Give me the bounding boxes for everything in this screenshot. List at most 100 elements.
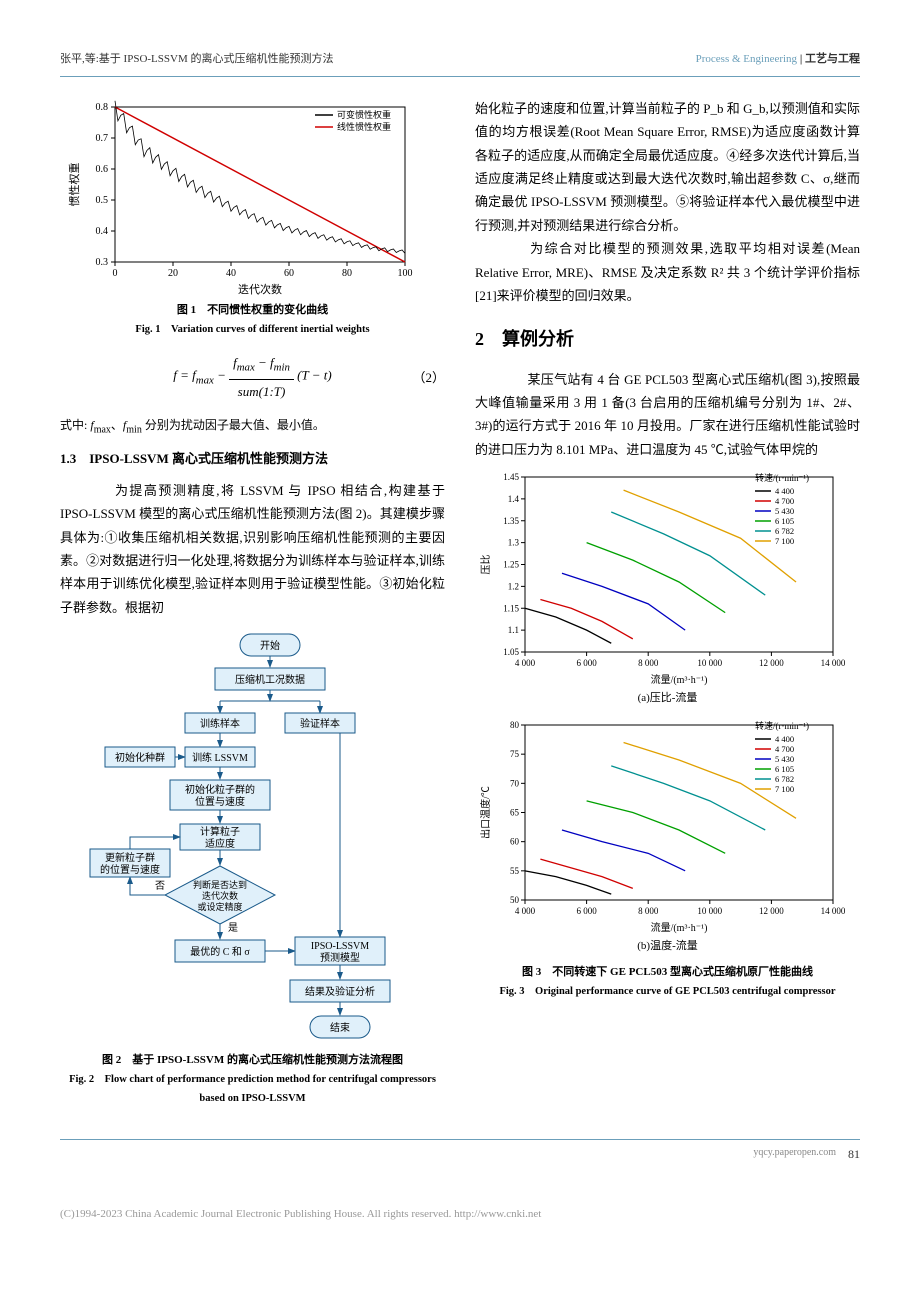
- svg-text:0.8: 0.8: [96, 102, 109, 113]
- svg-text:开始: 开始: [260, 639, 280, 652]
- svg-text:12 000: 12 000: [759, 906, 784, 916]
- footer-url: yqcy.paperopen.com: [753, 1144, 836, 1166]
- svg-text:20: 20: [168, 268, 178, 279]
- svg-text:否: 否: [155, 880, 165, 892]
- fig3-caption-en: Fig. 3 Original performance curve of GE …: [475, 983, 860, 1002]
- fig3b-chart: 4 0006 0008 00010 00012 00014 0005055606…: [475, 715, 845, 935]
- svg-text:8 000: 8 000: [638, 906, 659, 916]
- svg-text:7 100: 7 100: [775, 536, 794, 546]
- para-right-2: 为综合对比模型的预测效果,选取平均相对误差(Mean Relative Erro…: [475, 237, 860, 307]
- svg-text:8 000: 8 000: [638, 658, 659, 668]
- para-2-body: 某压气站有 4 台 GE PCL503 型离心式压缩机(图 3),按照最大峰值输…: [475, 368, 860, 462]
- svg-text:惯性权重: 惯性权重: [67, 162, 81, 206]
- equation-2: f = fmax − fmax − fminsum(1:T) (T − t) （…: [60, 351, 445, 402]
- svg-text:迭代次数: 迭代次数: [202, 890, 238, 901]
- svg-text:转速/(r·min⁻¹): 转速/(r·min⁻¹): [755, 720, 809, 731]
- fig3b-sub: (b)温度-流量: [475, 937, 860, 957]
- equation-number: （2）: [412, 366, 445, 389]
- page-header: 张平,等:基于 IPSO-LSSVM 的离心式压缩机性能预测方法 Process…: [60, 50, 860, 77]
- fig3a-container: 4 000 6 000 8 000 10 000 12 000 14 000 1.05 1.1…: [475, 467, 860, 1001]
- svg-text:55: 55: [510, 866, 520, 876]
- svg-text:预测模型: 预测模型: [320, 951, 360, 964]
- svg-text:4 000: 4 000: [515, 906, 536, 916]
- svg-text:100: 100: [398, 268, 413, 279]
- svg-text:12 000: 12 000: [759, 658, 784, 668]
- fig1-chart: 0204060801000.30.40.50.60.70.8迭代次数惯性权重可变…: [60, 97, 420, 297]
- svg-text:6 782: 6 782: [775, 774, 794, 784]
- svg-text:65: 65: [510, 808, 520, 818]
- svg-text:1.35: 1.35: [503, 516, 519, 526]
- svg-text:4 700: 4 700: [775, 496, 794, 506]
- svg-text:适应度: 适应度: [205, 837, 235, 850]
- fig3a-sub: (a)压比-流量: [475, 689, 860, 709]
- fig2-caption-cn: 图 2 基于 IPSO-LSSVM 的离心式压缩机性能预测方法流程图: [60, 1051, 445, 1071]
- page-footer: yqcy.paperopen.com 81: [60, 1139, 860, 1166]
- header-right: Process & Engineering | 工艺与工程: [696, 50, 860, 70]
- fig2-container: 开始压缩机工况数据训练样本验证样本初始化种群训练 LSSVM初始化粒子群的位置与…: [60, 627, 445, 1109]
- footer-page: 81: [848, 1144, 860, 1166]
- svg-text:4 400: 4 400: [775, 486, 794, 496]
- svg-text:验证样本: 验证样本: [300, 717, 340, 730]
- svg-text:0: 0: [113, 268, 118, 279]
- svg-text:5 430: 5 430: [775, 506, 794, 516]
- svg-text:更新粒子群: 更新粒子群: [105, 851, 155, 864]
- svg-text:0.3: 0.3: [96, 257, 109, 268]
- svg-text:6 782: 6 782: [775, 526, 794, 536]
- svg-text:压比: 压比: [480, 555, 492, 575]
- svg-text:流量/(m³·h⁻¹): 流量/(m³·h⁻¹): [651, 921, 708, 934]
- svg-text:1.2: 1.2: [508, 582, 519, 592]
- svg-text:训练样本: 训练样本: [200, 717, 240, 730]
- svg-text:5 430: 5 430: [775, 754, 794, 764]
- svg-text:或设定精度: 或设定精度: [197, 901, 242, 912]
- copyright: (C)1994-2023 China Academic Journal Elec…: [0, 1195, 920, 1235]
- heading-2: 2 算例分析: [475, 323, 860, 355]
- svg-text:10 000: 10 000: [697, 658, 722, 668]
- heading-1-3: 1.3 IPSO-LSSVM 离心式压缩机性能预测方法: [60, 447, 445, 470]
- svg-text:转速/(r·min⁻¹): 转速/(r·min⁻¹): [755, 472, 809, 483]
- svg-text:14 000: 14 000: [821, 658, 845, 668]
- svg-text:4 000: 4 000: [515, 658, 536, 668]
- fig3-caption-cn: 图 3 不同转速下 GE PCL503 型离心式压缩机原厂性能曲线: [475, 963, 860, 983]
- fig3a-chart: 4 000 6 000 8 000 10 000 12 000 14 000 1.05 1.1…: [475, 467, 845, 687]
- svg-text:70: 70: [510, 778, 520, 788]
- svg-text:1.45: 1.45: [503, 472, 519, 482]
- svg-text:0.7: 0.7: [96, 133, 109, 144]
- svg-text:是: 是: [228, 922, 238, 934]
- svg-text:可变惯性权重: 可变惯性权重: [337, 109, 391, 120]
- header-right-cn: | 工艺与工程: [797, 53, 860, 65]
- svg-text:1.05: 1.05: [503, 647, 519, 657]
- svg-text:最优的 C 和 σ: 最优的 C 和 σ: [190, 945, 250, 958]
- equation-body: f = fmax − fmax − fminsum(1:T) (T − t): [173, 351, 331, 402]
- svg-text:1.4: 1.4: [508, 494, 520, 504]
- svg-text:4 700: 4 700: [775, 744, 794, 754]
- svg-text:80: 80: [510, 720, 520, 730]
- para-fminmax: 式中: fmax、fmin 分别为扰动因子最大值、最小值。: [60, 415, 445, 439]
- svg-text:1.1: 1.1: [508, 625, 519, 635]
- svg-text:6 000: 6 000: [576, 658, 597, 668]
- svg-text:训练 LSSVM: 训练 LSSVM: [192, 751, 248, 764]
- fig1-container: 0204060801000.30.40.50.60.70.8迭代次数惯性权重可变…: [60, 97, 445, 340]
- svg-text:IPSO-LSSVM: IPSO-LSSVM: [311, 941, 369, 952]
- para-1-3: 为提高预测精度,将 LSSVM 与 IPSO 相结合,构建基于 IPSO-LSS…: [60, 479, 445, 619]
- svg-text:出口温度/℃: 出口温度/℃: [479, 786, 492, 839]
- svg-text:迭代次数: 迭代次数: [238, 282, 282, 296]
- svg-text:60: 60: [284, 268, 294, 279]
- fig1-caption-cn: 图 1 不同惯性权重的变化曲线: [60, 301, 445, 321]
- svg-text:10 000: 10 000: [697, 906, 722, 916]
- svg-text:初始化粒子群的: 初始化粒子群的: [185, 783, 255, 796]
- svg-text:压缩机工况数据: 压缩机工况数据: [235, 673, 305, 686]
- header-right-en: Process & Engineering: [696, 53, 797, 65]
- svg-text:计算粒子: 计算粒子: [200, 825, 240, 838]
- fig2-flowchart: 开始压缩机工况数据训练样本验证样本初始化种群训练 LSSVM初始化粒子群的位置与…: [60, 627, 420, 1047]
- svg-text:结果及验证分析: 结果及验证分析: [305, 985, 375, 998]
- svg-text:14 000: 14 000: [821, 906, 845, 916]
- svg-text:1.3: 1.3: [508, 538, 520, 548]
- svg-text:75: 75: [510, 749, 520, 759]
- svg-text:7 100: 7 100: [775, 784, 794, 794]
- svg-text:40: 40: [226, 268, 236, 279]
- svg-text:6 105: 6 105: [775, 764, 794, 774]
- svg-text:0.6: 0.6: [96, 164, 109, 175]
- svg-text:1.15: 1.15: [503, 604, 519, 614]
- svg-text:线性惯性权重: 线性惯性权重: [337, 121, 391, 132]
- fig1-caption-en: Fig. 1 Variation curves of different ine…: [60, 321, 445, 340]
